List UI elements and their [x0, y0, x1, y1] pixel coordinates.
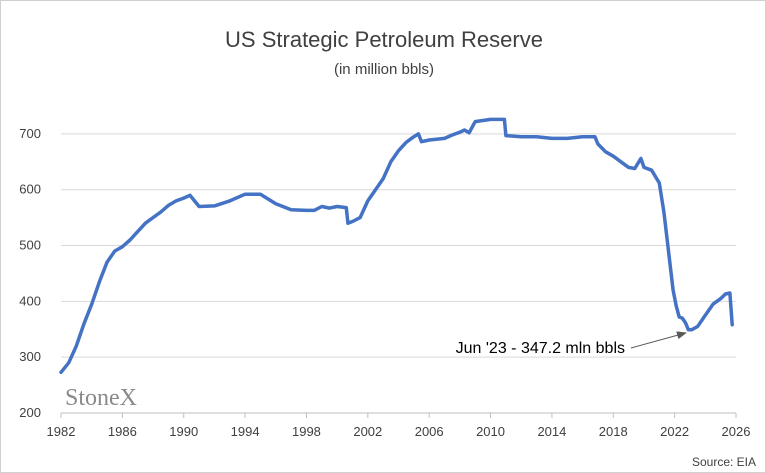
x-tick-label: 2018 [599, 424, 628, 439]
x-tick-label: 1998 [292, 424, 321, 439]
x-tick-label: 1986 [108, 424, 137, 439]
x-tick-label: 2026 [722, 424, 751, 439]
annotation-layer: Jun '23 - 347.2 mln bbls [456, 331, 687, 357]
x-tick-label: 1994 [231, 424, 260, 439]
x-tick-label: 1990 [169, 424, 198, 439]
chart-title: US Strategic Petroleum Reserve [225, 27, 543, 52]
x-tick-label: 2006 [415, 424, 444, 439]
series-layer [59, 117, 734, 375]
y-tick-label: 600 [19, 182, 41, 197]
y-tick-label: 300 [19, 349, 41, 364]
series-line-spr [59, 117, 734, 375]
x-tick-label: 2010 [476, 424, 505, 439]
x-tick-label: 2014 [537, 424, 566, 439]
y-tick-label: 700 [19, 126, 41, 141]
y-tick-label: 400 [19, 293, 41, 308]
stonex-logo: StoneX [65, 385, 137, 411]
y-tick-label: 500 [19, 238, 41, 253]
annotation-arrow [630, 331, 687, 349]
logo-text: StoneX [65, 385, 137, 411]
source-note: Source: EIA [692, 455, 756, 469]
x-tick-label: 2022 [660, 424, 689, 439]
y-tick-label: 200 [19, 405, 41, 420]
grid-layer [61, 133, 736, 358]
axis-layer: 200 300 400 500 600 700 1982 1986 1990 1994 1998 20… [19, 126, 750, 439]
annotation-label: Jun '23 - 347.2 mln bbls [456, 340, 625, 357]
x-tick-label: 1982 [47, 424, 76, 439]
chart-subtitle: (in million bbls) [334, 61, 434, 78]
x-tick-label: 2002 [353, 424, 382, 439]
